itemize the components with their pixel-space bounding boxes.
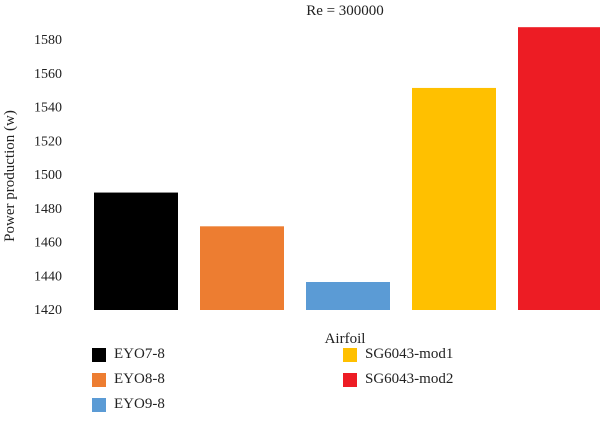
y-axis-label: Power production (w) <box>2 110 18 242</box>
bar-eyo8-8 <box>200 226 284 310</box>
y-tick-label: 1460 <box>34 236 62 251</box>
y-tick-label: 1420 <box>34 303 62 318</box>
bars-group <box>94 27 600 310</box>
x-axis-label: Airfoil <box>325 331 366 347</box>
y-tick-label: 1540 <box>34 101 62 116</box>
bar-eyo9-8 <box>306 282 390 310</box>
y-tick-label: 1580 <box>34 33 62 48</box>
y-tick-label: 1520 <box>34 134 62 149</box>
bar-eyo7-8 <box>94 192 178 310</box>
y-tick-label: 1440 <box>34 269 62 284</box>
y-tick-label: 1560 <box>34 67 62 82</box>
y-tick-label: 1500 <box>34 168 62 183</box>
y-tick-label: 1480 <box>34 202 62 217</box>
chart-title: Re = 300000 <box>306 3 384 19</box>
y-axis-ticks: 1420 1440 1460 1480 1500 1520 1540 1560 1580 <box>34 33 62 318</box>
bar-sg6043-mod2 <box>518 27 600 310</box>
bar-sg6043-mod1 <box>412 87 496 310</box>
